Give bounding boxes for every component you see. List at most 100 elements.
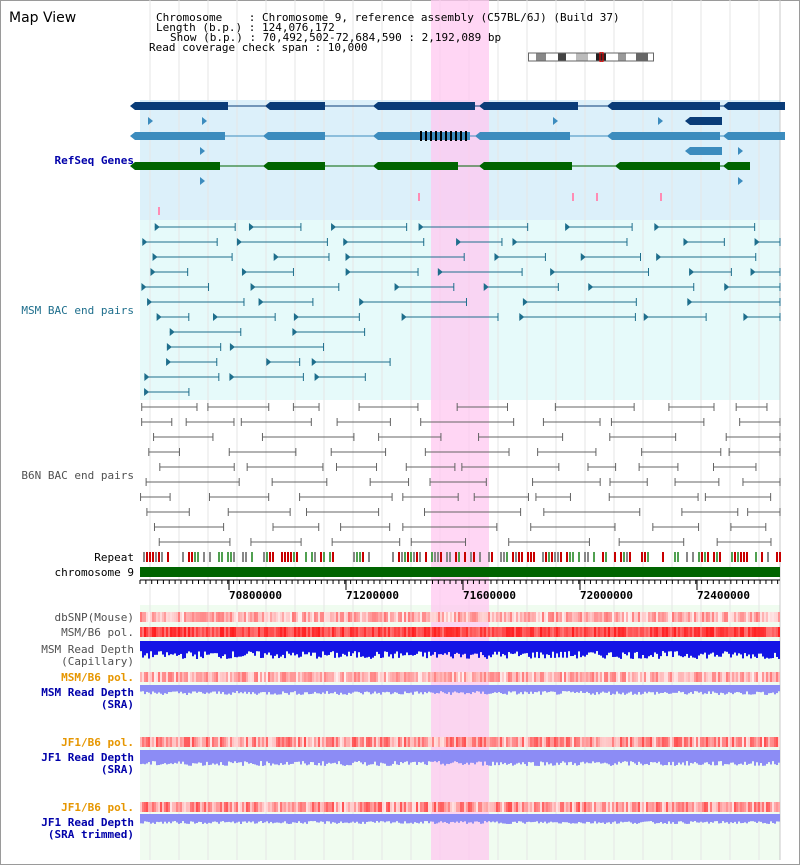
heat-cell [602, 737, 604, 747]
heat-cell [446, 672, 448, 682]
heat-cell [692, 612, 694, 622]
heat-cell [350, 627, 352, 637]
heat-cell [744, 612, 746, 622]
heat-cell [600, 627, 602, 637]
depth-bar [500, 750, 502, 763]
depth-bar [670, 685, 672, 694]
ideogram-current-position[interactable] [599, 52, 604, 62]
track-label-msm-depth-sra[interactable]: MSM Read Depth [41, 686, 134, 699]
track-label-msm-depth-cap[interactable]: MSM Read Depth [41, 643, 134, 656]
heat-cell [318, 612, 320, 622]
heat-cell [382, 737, 384, 747]
heat-cell [146, 737, 148, 747]
heat-cell [508, 627, 510, 637]
depth-bar [184, 814, 186, 824]
heat-cell [226, 737, 228, 747]
heat-cell [534, 737, 536, 747]
depth-bar [300, 685, 302, 695]
depth-bar [220, 685, 222, 694]
heat-cell [376, 672, 378, 682]
depth-bar [490, 814, 492, 823]
heat-cell [408, 802, 410, 812]
depth-bar [408, 750, 410, 765]
depth-bar [312, 750, 314, 763]
depth-bar [634, 641, 636, 653]
heat-cell [436, 802, 438, 812]
heat-cell [774, 737, 776, 747]
heat-cell [454, 737, 456, 747]
track-label-jf1-depth[interactable]: JF1 Read Depth [41, 751, 134, 764]
depth-bar [416, 685, 418, 692]
depth-bar [194, 685, 196, 692]
heat-cell [690, 612, 692, 622]
track-label-msm-pol[interactable]: MSM/B6 pol. [61, 626, 134, 639]
depth-bar [738, 641, 740, 654]
depth-bar [488, 685, 490, 694]
depth-bar [238, 685, 240, 694]
heat-cell [736, 672, 738, 682]
heat-cell [222, 672, 224, 682]
gene-arrow [263, 132, 268, 140]
heat-cell [284, 737, 286, 747]
depth-bar [550, 814, 552, 822]
heat-cell [584, 612, 586, 622]
heat-cell [682, 672, 684, 682]
track-label-jf1-pol[interactable]: JF1/B6 pol. [61, 736, 134, 749]
heat-cell [142, 672, 144, 682]
heat-cell [414, 802, 416, 812]
heat-cell [252, 612, 254, 622]
heat-cell [530, 802, 532, 812]
heat-cell [192, 672, 194, 682]
heat-cell [654, 737, 656, 747]
depth-bar [774, 641, 776, 653]
depth-bar [538, 750, 540, 766]
heat-cell [304, 627, 306, 637]
depth-bar [472, 814, 474, 824]
heat-cell [632, 672, 634, 682]
heat-cell [504, 612, 506, 622]
depth-bar [540, 814, 542, 822]
depth-bar [464, 685, 466, 695]
heat-cell [708, 802, 710, 812]
track-label-jf1-pol-2[interactable]: JF1/B6 pol. [61, 801, 134, 814]
depth-bar [406, 750, 408, 762]
heat-cell [164, 612, 166, 622]
heat-cell [248, 737, 250, 747]
depth-bar [612, 750, 614, 766]
heat-cell [714, 737, 716, 747]
heat-cell [596, 737, 598, 747]
depth-bar [158, 750, 160, 766]
depth-bar [262, 685, 264, 693]
depth-bar [700, 685, 702, 692]
track-label-b6n-bac[interactable]: B6N BAC end pairs [21, 469, 134, 482]
track-label-repeat[interactable]: Repeat [94, 551, 134, 564]
chromosome-ideogram[interactable] [528, 52, 655, 62]
depth-bar [372, 814, 374, 822]
heat-cell [668, 627, 670, 637]
depth-bar [672, 685, 674, 693]
heat-cell [276, 672, 278, 682]
depth-bar [618, 685, 620, 694]
heat-cell [246, 737, 248, 747]
track-label-msm-bac[interactable]: MSM BAC end pairs [21, 304, 134, 317]
depth-bar [756, 685, 758, 692]
repeat-mark [512, 552, 514, 562]
heat-cell [676, 737, 678, 747]
depth-bar [440, 685, 442, 692]
track-label-jf1-depth-trimmed[interactable]: JF1 Read Depth [41, 816, 134, 829]
heat-cell [304, 737, 306, 747]
heat-cell [180, 802, 182, 812]
heat-cell [430, 737, 432, 747]
heat-cell [740, 612, 742, 622]
heat-cell [518, 802, 520, 812]
depth-bar [734, 641, 736, 653]
depth-bar [180, 750, 182, 764]
track-label-msm-pol-orange[interactable]: MSM/B6 pol. [61, 671, 134, 684]
track-label-refseq-genes[interactable]: RefSeq Genes [54, 154, 134, 167]
depth-bar [480, 685, 482, 694]
repeat-mark [446, 552, 448, 562]
track-label-jf1-depth-trimmed-sub: (SRA trimmed) [47, 828, 134, 841]
heat-cell [662, 627, 664, 637]
track-label-dbsnp[interactable]: dbSNP(Mouse) [54, 611, 134, 624]
